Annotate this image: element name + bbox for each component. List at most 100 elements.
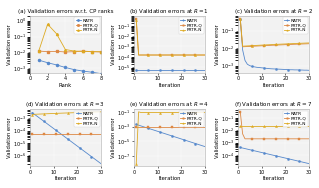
FRTR-Q bbox=[172, 126, 176, 128]
FRTR-N bbox=[85, 111, 89, 113]
RATR bbox=[146, 69, 150, 71]
FRTR-N bbox=[63, 112, 67, 114]
FRTR-N bbox=[82, 111, 86, 114]
FRTR-Q bbox=[267, 44, 271, 47]
FRTR-N bbox=[156, 111, 160, 114]
FRTR-N bbox=[295, 42, 299, 45]
RATR bbox=[156, 69, 160, 71]
Line: RATR: RATR bbox=[239, 17, 310, 71]
RATR bbox=[151, 129, 155, 131]
FRTR-Q bbox=[250, 45, 254, 47]
FRTR-Q bbox=[276, 44, 280, 46]
FRTR-N bbox=[137, 111, 141, 113]
FRTR-Q bbox=[167, 126, 171, 128]
RATR bbox=[97, 161, 100, 163]
FRTR-Q bbox=[293, 138, 297, 140]
RATR bbox=[146, 127, 150, 129]
FRTR-Q bbox=[269, 138, 273, 140]
FRTR-Q bbox=[146, 54, 150, 56]
Line: RATR: RATR bbox=[38, 59, 102, 75]
RATR bbox=[49, 126, 53, 128]
FRTR-N bbox=[167, 54, 171, 56]
RATR bbox=[182, 139, 186, 141]
FRTR-N bbox=[97, 111, 100, 113]
Y-axis label: Validation error: Validation error bbox=[111, 117, 116, 158]
FRTR-Q bbox=[307, 138, 311, 140]
RATR bbox=[300, 69, 304, 71]
RATR bbox=[260, 151, 263, 154]
RATR bbox=[276, 155, 280, 158]
Title: (c) Validation errors at $R = 2$: (c) Validation errors at $R = 2$ bbox=[234, 7, 313, 16]
Title: (a) Validation errors w.r.t. CP ranks: (a) Validation errors w.r.t. CP ranks bbox=[18, 9, 113, 14]
FRTR-Q bbox=[250, 138, 254, 140]
FRTR-Q bbox=[298, 138, 301, 140]
RATR bbox=[295, 160, 299, 162]
RATR bbox=[274, 155, 278, 157]
RATR bbox=[174, 69, 178, 71]
FRTR-Q bbox=[42, 133, 46, 136]
FRTR-N bbox=[286, 125, 290, 127]
RATR bbox=[194, 69, 197, 71]
FRTR-Q bbox=[40, 133, 44, 136]
RATR bbox=[278, 156, 282, 158]
FRTR-N bbox=[177, 111, 181, 114]
FRTR-Q bbox=[170, 54, 174, 56]
RATR bbox=[307, 69, 311, 71]
Line: FRTR-Q: FRTR-Q bbox=[38, 50, 102, 53]
RATR bbox=[302, 69, 306, 71]
RATR bbox=[196, 69, 200, 71]
RATR bbox=[255, 66, 259, 68]
Line: FRTR-N: FRTR-N bbox=[135, 111, 206, 165]
FRTR-N bbox=[42, 113, 46, 115]
FRTR-N bbox=[201, 54, 204, 56]
RATR bbox=[163, 69, 167, 71]
RATR bbox=[203, 69, 207, 71]
FRTR-N bbox=[54, 112, 58, 114]
FRTR-Q bbox=[278, 44, 282, 46]
FRTR-N bbox=[196, 111, 200, 114]
FRTR-Q bbox=[134, 126, 138, 128]
FRTR-Q bbox=[153, 126, 157, 128]
RATR bbox=[186, 140, 190, 142]
FRTR-Q bbox=[295, 43, 299, 45]
FRTR-Q bbox=[194, 54, 197, 56]
FRTR-N bbox=[153, 54, 157, 56]
FRTR-Q bbox=[198, 54, 202, 56]
FRTR-N bbox=[165, 111, 169, 114]
FRTR-Q bbox=[151, 54, 155, 56]
FRTR-Q bbox=[302, 43, 306, 45]
RATR bbox=[186, 69, 190, 71]
FRTR-N bbox=[75, 111, 79, 114]
FRTR-Q bbox=[295, 138, 299, 140]
RATR bbox=[288, 158, 292, 160]
X-axis label: Rank: Rank bbox=[59, 83, 72, 88]
X-axis label: Iteration: Iteration bbox=[262, 176, 285, 181]
Line: FRTR-N: FRTR-N bbox=[239, 125, 310, 127]
FRTR-N bbox=[163, 111, 167, 114]
FRTR-Q bbox=[271, 138, 275, 140]
FRTR-N bbox=[262, 44, 266, 46]
RATR bbox=[33, 113, 36, 116]
FRTR-N bbox=[298, 42, 301, 44]
FRTR-N bbox=[160, 111, 164, 114]
RATR bbox=[189, 69, 193, 71]
FRTR-Q bbox=[99, 133, 103, 136]
RATR bbox=[250, 65, 254, 67]
FRTR-Q bbox=[49, 133, 53, 136]
FRTR-Q bbox=[191, 126, 195, 128]
FRTR-N bbox=[274, 125, 278, 127]
RATR bbox=[137, 69, 141, 71]
RATR bbox=[68, 140, 72, 142]
FRTR-N bbox=[267, 44, 271, 46]
FRTR-N bbox=[134, 162, 138, 165]
FRTR-Q bbox=[45, 133, 48, 136]
FRTR-Q bbox=[66, 133, 70, 136]
RATR bbox=[189, 141, 193, 143]
FRTR-N bbox=[59, 112, 63, 114]
RATR bbox=[264, 67, 268, 69]
FRTR-Q bbox=[288, 43, 292, 46]
FRTR-Q bbox=[245, 45, 249, 48]
FRTR-N bbox=[182, 54, 186, 56]
RATR bbox=[260, 67, 263, 69]
FRTR-Q bbox=[137, 126, 141, 128]
